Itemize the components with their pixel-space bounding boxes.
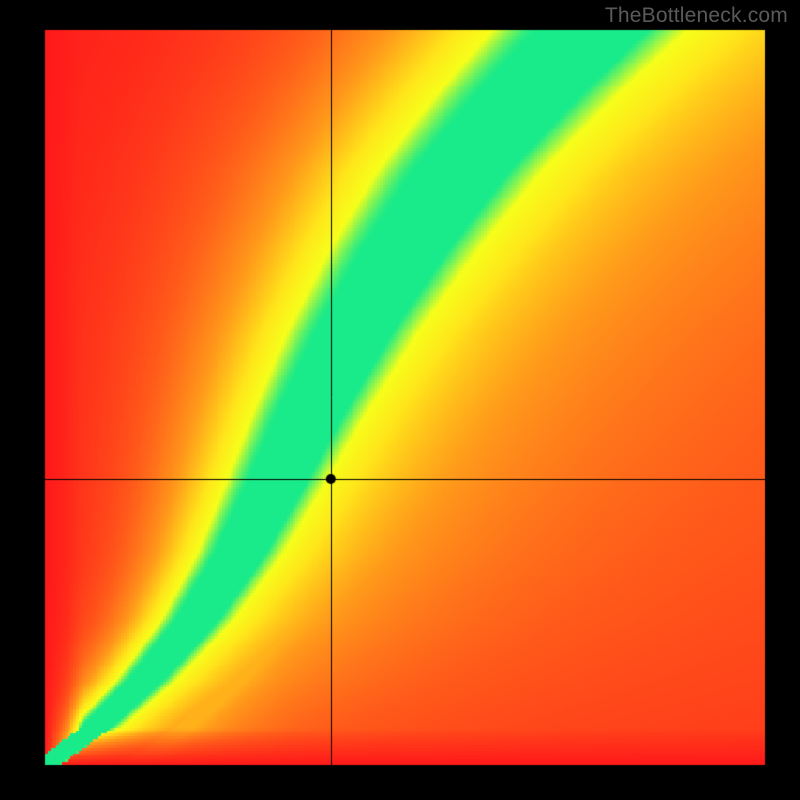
watermark-label: TheBottleneck.com bbox=[605, 4, 788, 28]
bottleneck-heatmap-canvas bbox=[0, 0, 800, 800]
chart-stage: TheBottleneck.com bbox=[0, 0, 800, 800]
